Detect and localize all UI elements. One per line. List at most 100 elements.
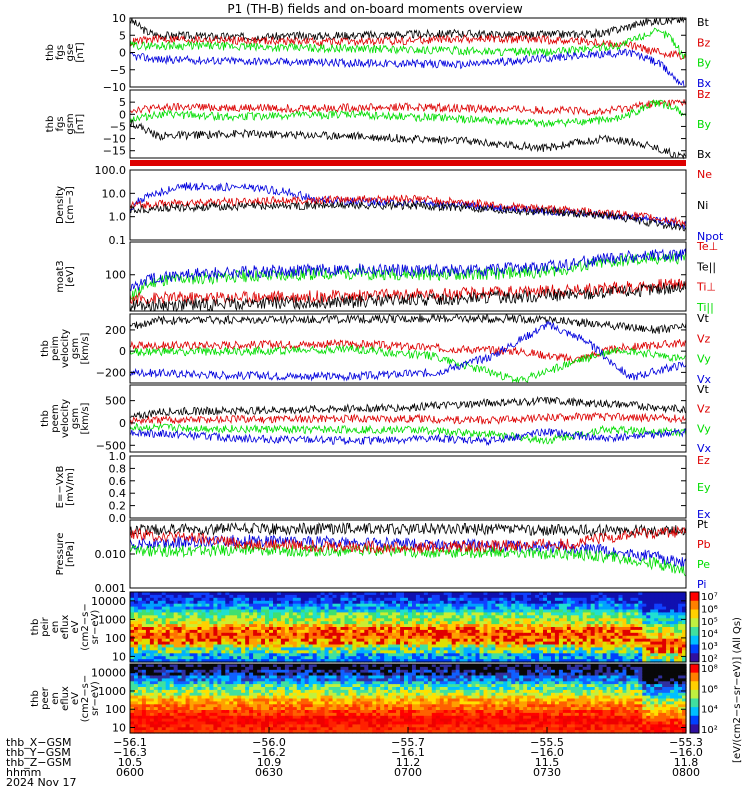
spectrogram-cell — [376, 600, 381, 605]
spectrogram-cell — [253, 609, 258, 613]
spectrogram-cell — [233, 621, 238, 625]
spectrogram-cell — [229, 615, 234, 619]
spectrogram-cell — [551, 600, 556, 605]
spectrogram-cell — [523, 635, 528, 640]
spectrogram-cell — [312, 635, 318, 640]
spectrogram-cell — [674, 600, 679, 605]
spectrogram-cell — [527, 606, 532, 611]
spectrogram-cell — [551, 618, 556, 622]
spectrogram-cell — [320, 695, 326, 700]
spectrogram-cell — [439, 629, 445, 634]
spectrogram-cell — [447, 618, 453, 622]
spectrogram-cell — [225, 698, 230, 702]
spectrogram-cell — [269, 712, 274, 717]
spectrogram-cell — [233, 627, 238, 631]
spectrogram-cell — [598, 624, 604, 628]
spectrogram-cell — [209, 730, 214, 734]
spectrogram-cell — [614, 624, 620, 628]
spectrogram-cell — [137, 681, 143, 685]
spectrogram-cell — [666, 627, 671, 631]
spectrogram-cell — [280, 659, 286, 663]
spectrogram-cell — [336, 603, 342, 608]
spectrogram-cell — [145, 597, 151, 602]
spectrogram-cell — [209, 612, 214, 616]
spectrogram-cell — [650, 609, 655, 613]
ytick-label: −5 — [110, 64, 126, 77]
spectrogram-cell — [304, 704, 310, 708]
spectrogram-cell — [590, 641, 596, 646]
spectrogram-cell — [487, 606, 492, 611]
spectrogram-cell — [189, 621, 195, 625]
spectrogram-cell — [276, 606, 282, 611]
spectrogram-cell — [197, 638, 203, 643]
spectrogram-cell — [328, 621, 334, 625]
spectrogram-cell — [197, 698, 203, 702]
spectrogram-cell — [360, 715, 365, 720]
spectrogram-cell — [423, 653, 429, 657]
spectrogram-cell — [141, 606, 147, 611]
spectrogram-cell — [638, 618, 643, 622]
spectrogram-cell — [157, 624, 163, 628]
spectrogram-cell — [280, 612, 286, 616]
spectrogram-cell — [269, 675, 274, 679]
spectrogram-cell — [153, 701, 159, 705]
spectrogram-cell — [606, 624, 612, 628]
spectrogram-cell — [566, 603, 572, 608]
spectrogram-cell — [670, 594, 675, 599]
spectrogram-cell — [177, 629, 183, 634]
spectrogram-cell — [598, 638, 604, 643]
spectrogram-cell — [586, 606, 592, 611]
spectrogram-cell — [352, 629, 357, 634]
spectrogram-cell — [173, 612, 179, 616]
spectrogram-cell — [157, 701, 163, 705]
spectrogram-cell — [145, 618, 151, 622]
spectrogram-cell — [662, 606, 667, 611]
spectrogram-cell — [312, 681, 318, 685]
spectrogram-cell — [292, 621, 298, 625]
spectrogram-cell — [638, 627, 643, 631]
spectrogram-cell — [682, 638, 687, 643]
spectrogram-cell — [471, 603, 477, 608]
legend-label-Vy: Vy — [697, 353, 711, 366]
spectrogram-cell — [316, 612, 322, 616]
spectrogram-cell — [658, 644, 663, 648]
spectrogram-cell — [173, 689, 179, 694]
spectrogram-cell — [225, 684, 230, 688]
spectrogram-cell — [201, 692, 207, 697]
spectrogram-cell — [273, 659, 278, 663]
spectrogram-cell — [165, 612, 171, 616]
spectrogram-cell — [205, 621, 211, 625]
spectrogram-cell — [241, 695, 246, 700]
spectrogram-cell — [181, 669, 187, 674]
spectrogram-cell — [356, 609, 361, 613]
spectrogram-cell — [173, 669, 179, 674]
spectrogram-cell — [177, 618, 183, 622]
spectrogram-cell — [356, 656, 361, 660]
spectrogram-cell — [320, 615, 326, 619]
spectrogram-cell — [308, 715, 314, 720]
spectrogram-cell — [388, 632, 393, 637]
spectrogram-cell — [177, 675, 183, 679]
spectrogram-cell — [185, 684, 191, 688]
spectrogram-cell — [253, 647, 258, 651]
spectrogram-cell — [185, 621, 191, 625]
spectrogram-cell — [404, 603, 409, 608]
spectrogram-cell — [523, 606, 528, 611]
spectrogram-cell — [181, 606, 187, 611]
spectrogram-cell — [586, 656, 592, 660]
spectrogram-cell — [487, 615, 492, 619]
spectrogram-cell — [443, 618, 449, 622]
spectrogram-cell — [316, 678, 322, 682]
spectrogram-cell — [205, 692, 211, 697]
spectrogram-cell — [558, 656, 564, 660]
spectrogram-cell — [443, 606, 449, 611]
spectrogram-cell — [539, 594, 544, 599]
spectrogram-cell — [590, 609, 596, 613]
spectrogram-cell — [201, 712, 207, 717]
spectrogram-cell — [328, 689, 334, 694]
spectrogram-cell — [515, 653, 520, 657]
spectrogram-cell — [153, 656, 159, 660]
spectrogram-cell — [558, 635, 564, 640]
spectrogram-cell — [245, 624, 250, 628]
spectrogram-cell — [145, 712, 151, 717]
